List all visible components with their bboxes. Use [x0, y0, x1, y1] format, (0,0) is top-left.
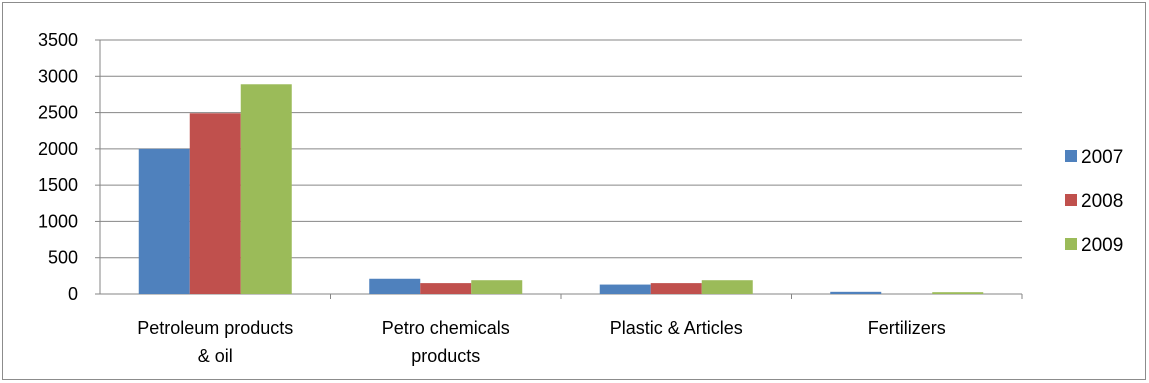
legend-swatch [1065, 150, 1077, 162]
x-category-label: Petroleum products [137, 318, 293, 338]
x-category-label: products [411, 346, 480, 366]
y-tick-label: 1000 [38, 211, 78, 231]
y-tick-label: 2000 [38, 139, 78, 159]
y-tick-label: 3000 [38, 66, 78, 86]
y-tick-label: 3500 [38, 30, 78, 50]
x-category-label: Petro chemicals [382, 318, 510, 338]
bar [240, 84, 292, 294]
legend-label: 2008 [1081, 191, 1123, 212]
bar [701, 280, 753, 294]
bar [830, 291, 882, 294]
y-tick-label: 0 [68, 284, 78, 304]
legend-swatch [1065, 238, 1077, 250]
bar [420, 283, 472, 294]
bar [650, 283, 702, 294]
x-category-label: & oil [198, 346, 233, 366]
bar [471, 280, 523, 294]
y-tick-label: 2500 [38, 103, 78, 123]
x-category-label: Fertilizers [868, 318, 946, 338]
bar [189, 113, 241, 294]
legend-label: 2007 [1081, 147, 1123, 168]
bar [138, 148, 190, 294]
legend-swatch [1065, 194, 1077, 206]
bar [599, 284, 651, 294]
y-tick-label: 500 [48, 248, 78, 268]
legend-label: 2009 [1081, 235, 1123, 256]
bar [932, 292, 984, 294]
x-category-label: Plastic & Articles [610, 318, 743, 338]
bar [369, 278, 421, 294]
y-tick-label: 1500 [38, 175, 78, 195]
